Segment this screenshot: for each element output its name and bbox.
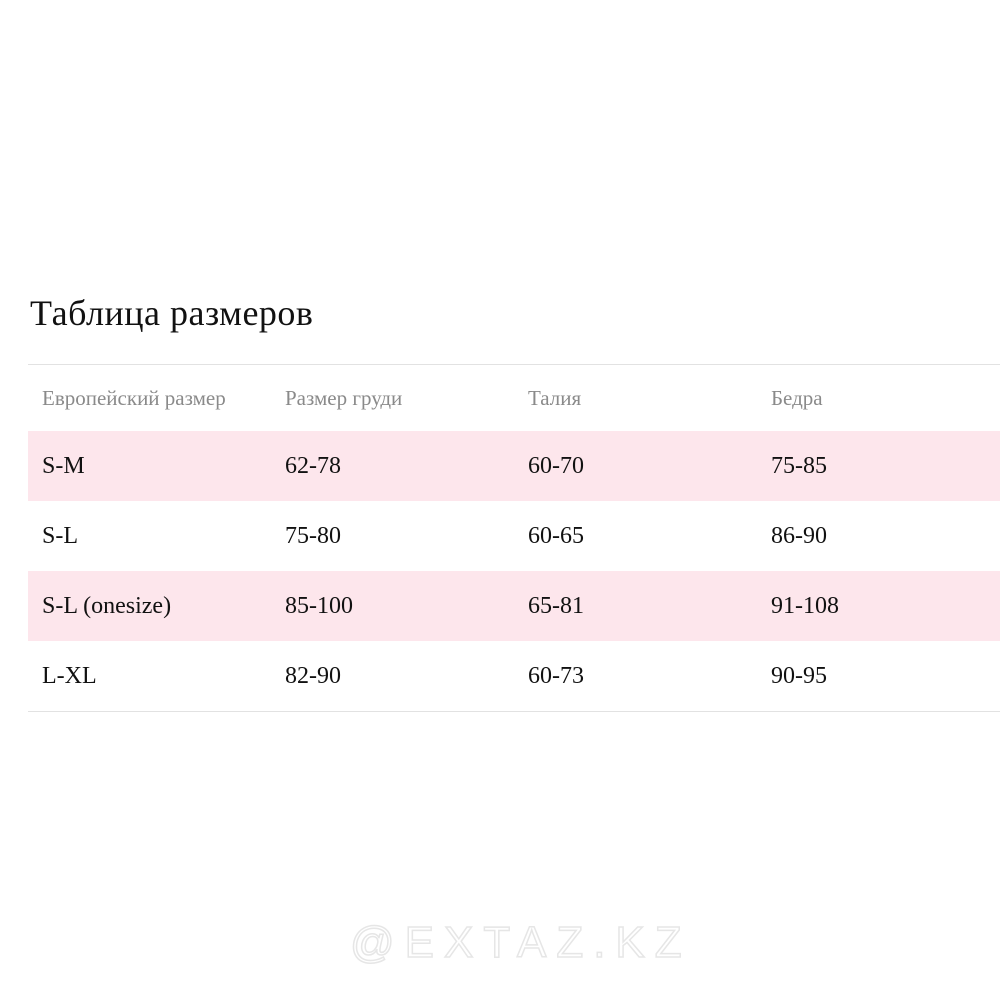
table-cell: S-L (onesize): [42, 592, 172, 619]
column-header: Европейский размер: [42, 385, 226, 410]
table-cell: 60-70: [528, 452, 584, 479]
column-header: Размер груди: [285, 385, 403, 410]
table-cell: 60-65: [528, 522, 584, 549]
table-cell: S-M: [42, 452, 85, 479]
table-cell: 62-78: [285, 452, 341, 479]
table-cell: 65-81: [528, 592, 584, 619]
column-header: Талия: [528, 385, 582, 410]
table-row: S-M 62-78 60-70 75-85: [28, 431, 1000, 501]
table-cell: 60-73: [528, 662, 584, 689]
table-cell: 91-108: [771, 592, 839, 619]
table-cell: 90-95: [771, 662, 827, 689]
table-header-row: Европейский размер Размер груди Талия Бе…: [28, 365, 1000, 431]
table-cell: 75-80: [285, 522, 341, 549]
size-table: Европейский размер Размер груди Талия Бе…: [28, 364, 1000, 712]
table-cell: S-L: [42, 522, 78, 549]
table-row: L-XL 82-90 60-73 90-95: [28, 641, 1000, 711]
table-cell: 82-90: [285, 662, 341, 689]
table-row: S-L 75-80 60-65 86-90: [28, 501, 1000, 571]
table-cell: 85-100: [285, 592, 353, 619]
table-cell: 86-90: [771, 522, 827, 549]
column-header: Бедра: [771, 385, 823, 410]
table-cell: L-XL: [42, 662, 97, 689]
page-title: Таблица размеров: [30, 293, 314, 333]
watermark-logo: @EXTAZ.KZ: [349, 917, 692, 968]
table-row: S-L (onesize) 85-100 65-81 91-108: [28, 571, 1000, 641]
table-cell: 75-85: [771, 452, 827, 479]
